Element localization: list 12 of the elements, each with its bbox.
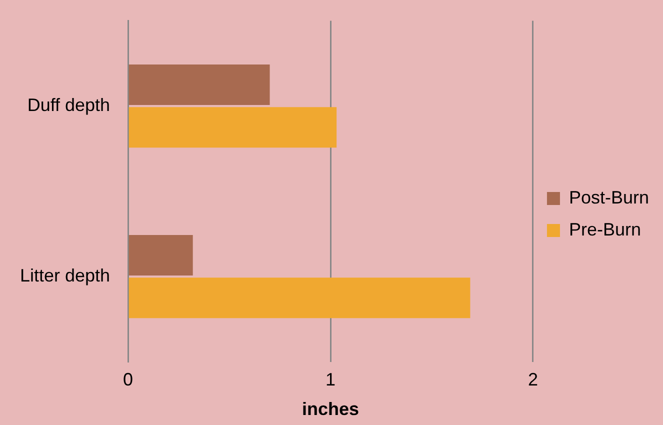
x-tick-label: 1 [326, 370, 336, 390]
bar [128, 234, 193, 276]
bar [128, 64, 270, 105]
x-axis-title: inches [302, 399, 360, 420]
bar [128, 278, 470, 318]
y-tick-label: Litter depth [20, 266, 110, 286]
legend-label: Post-Burn [568, 187, 650, 208]
bar [128, 107, 337, 148]
legend-label: Pre-Burn [568, 219, 641, 240]
x-tick-label: 2 [528, 370, 538, 390]
x-tick-label: 0 [123, 370, 134, 390]
y-tick-label: Duff depth [27, 95, 110, 116]
